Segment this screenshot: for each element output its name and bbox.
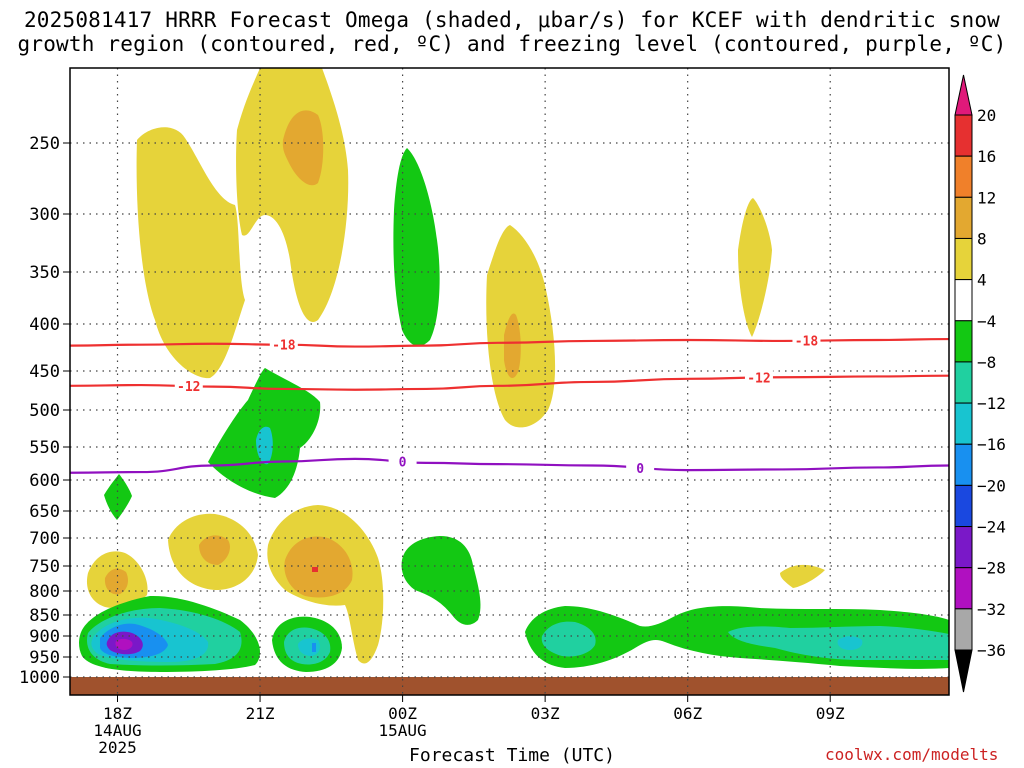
chart-title-line-2: growth region (contoured, red, ºC) and f… xyxy=(17,32,1007,56)
x-tick-year: 2025 xyxy=(98,738,137,757)
contour-label-bg xyxy=(174,378,203,394)
credit-text: coolwx.com/modelts xyxy=(825,745,999,764)
colorbar-swatch xyxy=(954,526,973,569)
omega-region-neg xyxy=(115,638,133,650)
omega-region-pos xyxy=(780,564,825,588)
y-tick-label: 600 xyxy=(29,471,60,491)
contour-label-bg xyxy=(388,453,417,469)
y-tick-label: 700 xyxy=(29,529,60,549)
contour-label: -18 xyxy=(272,339,296,354)
omega-region-pos xyxy=(504,313,521,379)
omega-region-pos xyxy=(282,110,324,186)
y-tick-label: 750 xyxy=(29,557,60,577)
colorbar-swatch xyxy=(954,567,973,610)
omega-region-pos xyxy=(738,198,772,337)
x-tick-label: 21Z xyxy=(246,704,275,723)
colorbar-label: −28 xyxy=(977,559,1006,578)
colorbar-label: −8 xyxy=(977,353,996,372)
colorbar-swatch xyxy=(954,608,973,651)
colorbar-swatch xyxy=(954,155,973,198)
colorbar-label: −32 xyxy=(977,600,1006,619)
y-tick-label: 900 xyxy=(29,627,60,647)
x-tick-date: 15AUG xyxy=(379,721,427,740)
contour-label-bg xyxy=(626,459,655,475)
colorbar-swatch xyxy=(954,114,973,157)
colorbar-label: 20 xyxy=(977,106,996,125)
colorbar-label: 16 xyxy=(977,147,996,166)
colorbar-label: −24 xyxy=(977,518,1006,537)
colorbar-label: 8 xyxy=(977,229,987,248)
colorbar-swatch xyxy=(954,320,973,363)
colorbar-label: 4 xyxy=(977,271,987,290)
y-tick-label: 650 xyxy=(29,502,60,522)
colorbar-swatch xyxy=(954,361,973,404)
colorbar-swatch xyxy=(954,443,973,486)
y-tick-label: 950 xyxy=(29,648,60,668)
plot-frame xyxy=(69,67,950,696)
omega-region-pos xyxy=(312,567,318,572)
colorbar-swatch xyxy=(954,196,973,239)
contour-lines: -18 -18 -12 -12 0 0 xyxy=(70,332,949,477)
plot-grid xyxy=(70,68,949,695)
y-tick-label: 350 xyxy=(29,263,60,283)
x-tick-label: 06Z xyxy=(673,704,702,723)
contour-label: 0 xyxy=(636,462,644,477)
colorbar-swatch xyxy=(954,484,973,528)
colorbar-label: 12 xyxy=(977,188,996,207)
omega-region-neg xyxy=(401,536,481,625)
contour-label-bg xyxy=(744,369,773,385)
omega-shading xyxy=(70,68,949,695)
colorbar-label: −12 xyxy=(977,394,1006,413)
contour-label-bg xyxy=(269,336,298,352)
y-axis: 2503003504004505005506006507007508008509… xyxy=(19,134,70,688)
x-tick-label: 03Z xyxy=(531,704,560,723)
contour-line-m12 xyxy=(70,374,949,391)
contour-line-0 xyxy=(70,457,949,474)
omega-region-pos xyxy=(284,536,353,598)
omega-region-neg xyxy=(256,426,273,465)
colorbar-swatch xyxy=(954,237,973,281)
x-tick-label: 09Z xyxy=(816,704,845,723)
y-tick-label: 850 xyxy=(29,606,60,626)
chart-title-line-1: 2025081417 HRRR Forecast Omega (shaded, … xyxy=(23,8,1001,32)
contour-label: -12 xyxy=(177,380,200,395)
y-tick-label: 400 xyxy=(29,315,60,335)
omega-region-neg xyxy=(312,643,316,652)
colorbar-swatch xyxy=(954,402,973,445)
colorbar-label: −4 xyxy=(977,312,996,331)
x-tick-label: 18Z xyxy=(103,704,132,723)
omega-region-pos xyxy=(199,535,230,565)
y-tick-label: 550 xyxy=(29,438,60,458)
y-tick-label: 300 xyxy=(29,205,60,225)
contour-label: 0 xyxy=(399,456,407,471)
contour-label: -18 xyxy=(795,335,819,350)
omega-region-pos xyxy=(486,225,556,428)
colorbar: 20 16 12 8 4 −4 −8 −12 −16 −20 −24 −28 −32 −36 xyxy=(954,74,1006,693)
y-tick-label: 450 xyxy=(29,362,60,382)
colorbar-label: −16 xyxy=(977,435,1006,454)
colorbar-swatch xyxy=(954,279,973,322)
x-tick-label: 00Z xyxy=(388,704,417,723)
x-axis-label: Forecast Time (UTC) xyxy=(409,745,615,766)
colorbar-top-triangle xyxy=(954,74,973,116)
y-tick-label: 250 xyxy=(29,134,60,154)
y-tick-label: 800 xyxy=(29,582,60,602)
omega-region-neg xyxy=(541,621,596,657)
colorbar-bottom-triangle xyxy=(954,649,973,693)
omega-region-pos xyxy=(104,568,128,595)
x-tick-date: 14AUG xyxy=(93,721,141,740)
contour-label: -12 xyxy=(747,372,770,387)
omega-region-neg xyxy=(837,636,863,650)
omega-region-pos xyxy=(136,127,245,379)
colorbar-label: −36 xyxy=(977,641,1006,660)
colorbar-label: −20 xyxy=(977,476,1006,495)
y-tick-label: 1000 xyxy=(19,668,60,688)
omega-region-neg xyxy=(393,148,440,346)
terrain-bar xyxy=(70,677,949,695)
contour-label-bg xyxy=(792,332,821,348)
y-tick-label: 500 xyxy=(29,401,60,421)
